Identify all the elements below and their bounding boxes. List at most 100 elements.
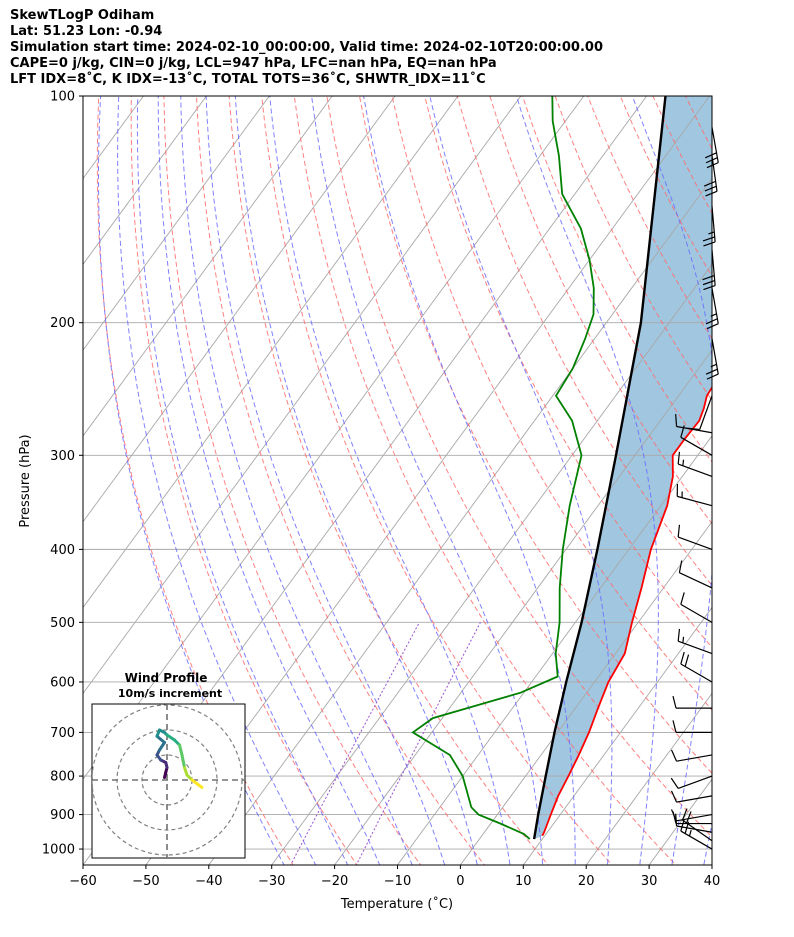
wind-barb [680,592,713,623]
hodograph-segment [155,734,166,744]
dry-adiabat-line [96,96,294,865]
wind-barb [670,749,713,762]
hodograph-inset: Wind Profile 10m/s increment [91,671,246,859]
isotherm-line [396,435,712,865]
wind-barb [677,628,713,655]
isotherm-line [0,62,106,881]
dry-adiabat-line [391,96,712,711]
wind-barb [678,560,713,589]
mixing-ratio-line [355,622,481,865]
y-tick-label: 200 [50,316,75,331]
moist-adiabat-line [631,96,712,865]
y-tick-label: 500 [50,616,75,631]
moist-adiabat-line [311,96,544,865]
wind-barb [703,155,718,197]
y-tick-label: 100 [50,90,75,105]
dry-adiabat-line [783,96,794,880]
temperature-line [541,385,712,837]
dry-adiabat-line [261,96,613,865]
moist-adiabat-line [205,96,446,865]
x-tick-label: 40 [704,874,721,889]
wind-barb [675,414,713,434]
dry-adiabat-line [456,96,712,587]
x-tick-label: −50 [132,874,159,889]
wind-barb [670,809,713,822]
isotherm-line [83,96,459,609]
stability-indices-2: LFT IDX=8˚C, K IDX=-13˚C, TOTAL TOTS=36˚… [10,72,486,87]
y-tick-label: 600 [50,675,75,690]
moist-adiabat-line [117,96,317,865]
moist-adiabat-line [515,96,659,865]
x-tick-label: −10 [384,874,411,889]
y-tick-label: 900 [50,808,75,823]
isotherm-line [208,177,712,865]
y-axis-label: Pressure (hPa) [18,434,33,527]
dry-adiabat-line [489,96,712,525]
x-tick-label: 20 [578,874,595,889]
isotherm-line [271,263,712,865]
x-tick-label: 30 [641,874,658,889]
wind-barb [677,451,713,477]
dry-adiabat-line [163,96,422,865]
moist-adiabat-line [732,79,794,880]
wind-barb [704,127,719,169]
chart-header: SkewTLogP Odiham Lat: 51.23 Lon: -0.94 S… [10,8,603,88]
dry-adiabat-line [718,96,794,880]
cape-cin-fill [534,96,712,840]
hodograph-title: Wind Profile [125,671,208,685]
wind-barb [670,775,713,789]
moist-adiabat-line [157,96,381,865]
hodograph-frame [91,703,246,859]
wind-barb [702,205,716,247]
dry-adiabat-line [326,96,712,838]
isotherm-line [334,349,712,865]
hodograph-segment [195,782,204,789]
hodograph-segment [180,753,186,769]
dry-adiabat-line [359,96,712,774]
moist-adiabat-line [269,96,511,865]
moist-adiabat-line [136,96,349,865]
wind-barb [677,524,713,550]
isotherm-line [83,96,396,523]
isotherm-line [585,692,712,865]
y-tick-label: 400 [50,543,75,558]
y-tick-label: 700 [50,726,75,741]
y-tick-label: 1000 [42,843,75,858]
y-tick-label: 800 [50,770,75,785]
dry-adiabat-line [522,96,712,463]
y-tick-label: 300 [50,449,75,464]
station-location: Lat: 51.23 Lon: -0.94 [10,24,163,39]
dry-adiabat-line [293,96,677,865]
wind-barb [687,395,713,431]
dewpoint-line [411,96,595,840]
dry-adiabat-line [228,96,549,865]
wind-barb [680,651,713,683]
x-tick-label: 10 [515,874,532,889]
x-tick-label: −30 [258,874,285,889]
isotherm-line [711,864,712,865]
isotherm-line [83,96,333,437]
isotherm-line [83,96,522,695]
stability-indices-1: CAPE=0 j/kg, CIN=0 j/kg, LCL=947 hPa, LF… [10,56,497,71]
dry-adiabat-line [196,96,486,865]
isotherm-line [83,96,270,351]
x-tick-label: −20 [321,874,348,889]
hodograph-segment [178,743,184,757]
wind-barb [672,696,712,709]
hodograph-segment [158,741,166,752]
hodograph-subtitle: 10m/s increment [118,687,222,700]
x-tick-label: −40 [195,874,222,889]
x-axis-label: Temperature (˚C) [340,896,453,912]
mixing-ratio-line [290,622,420,865]
isotherm-line [459,520,712,865]
wind-barb [670,790,713,803]
hodograph-segment [165,733,176,742]
dry-adiabat-line [751,96,794,880]
moist-adiabat-line [363,96,576,865]
wind-barb [672,720,712,733]
dry-adiabat-line [130,96,358,865]
x-tick-label: 0 [456,874,464,889]
simulation-times: Simulation start time: 2024-02-10_00:00:… [10,40,603,55]
x-tick-label: −60 [69,874,96,889]
